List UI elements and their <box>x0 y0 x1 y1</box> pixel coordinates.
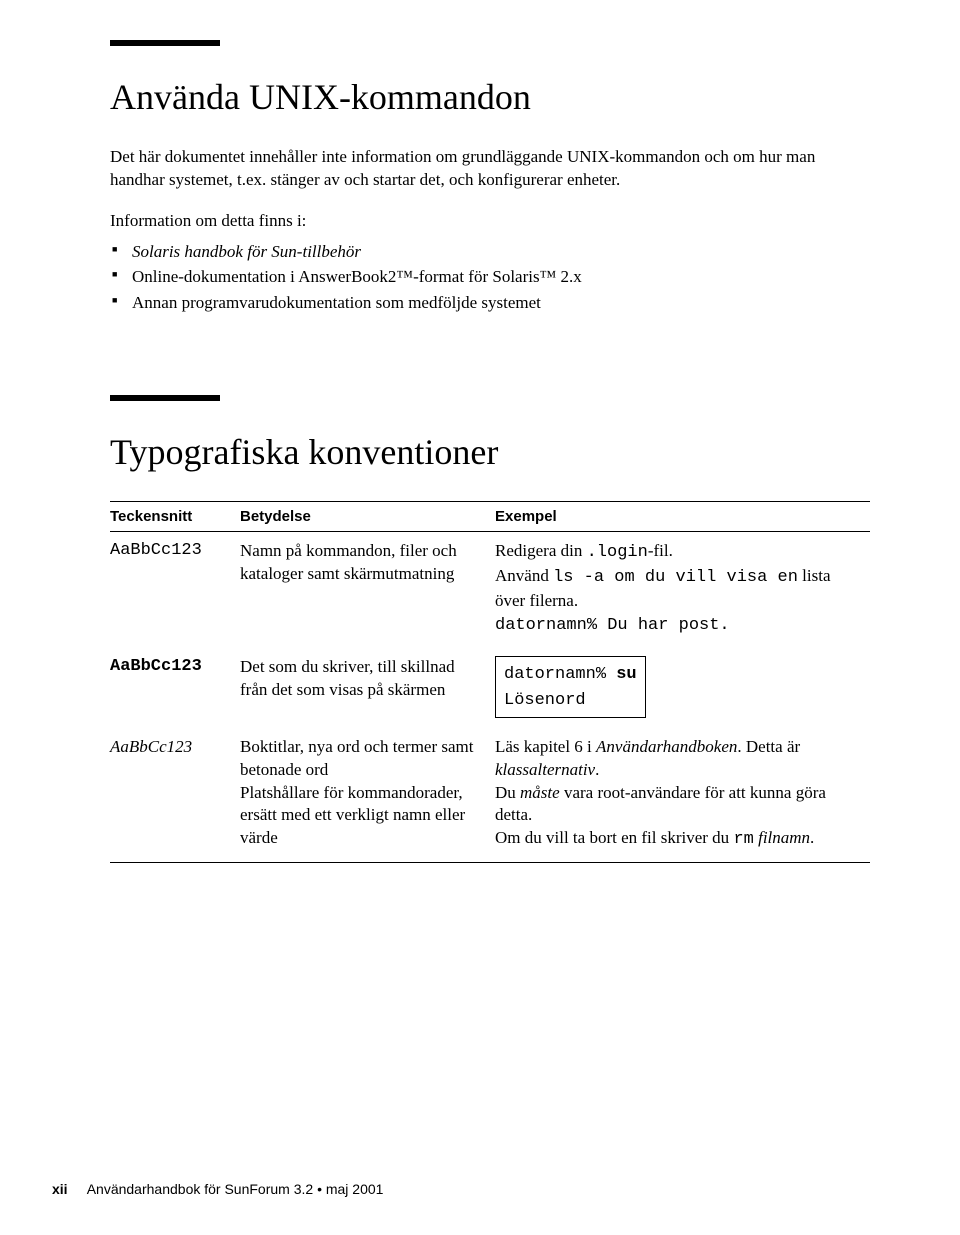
example-box: datornamn% su Lösenord <box>495 656 646 718</box>
cell-font-sample: AaBbCc123 <box>110 648 240 728</box>
cell-example: datornamn% su Lösenord <box>495 648 870 728</box>
italic-text: måste <box>520 783 560 802</box>
code: datornamn% Du har post. <box>495 616 730 635</box>
cell-meaning: Det som du skriver, till skillnad från d… <box>240 648 495 728</box>
code: .login <box>587 543 648 562</box>
bullet-text: Solaris handbok för Sun-tillbehör <box>132 242 361 261</box>
bullet-item: Online-dokumentation i AnswerBook2™-form… <box>110 264 870 290</box>
italic-text: klassalternativ <box>495 760 595 779</box>
footer-title: Användarhandbok för SunForum 3.2 • maj 2… <box>87 1181 384 1197</box>
cell-font-sample: AaBbCc123 <box>110 728 240 863</box>
cell-font-sample: AaBbCc123 <box>110 532 240 648</box>
th-meaning: Betydelse <box>240 502 495 532</box>
th-typeface: Teckensnitt <box>110 502 240 532</box>
bullet-list: Solaris handbok för Sun-tillbehör Online… <box>110 239 870 316</box>
page-number: xii <box>52 1181 68 1197</box>
table-row: AaBbCc123 Det som du skriver, till skill… <box>110 648 870 728</box>
page-content: Använda UNIX-kommandon Det här dokumente… <box>0 0 960 863</box>
section-rule <box>110 40 220 46</box>
table-row: AaBbCc123 Namn på kommandon, filer och k… <box>110 532 870 648</box>
cell-example: Läs kapitel 6 i Användarhandboken. Detta… <box>495 728 870 863</box>
section1-para: Det här dokumentet innehåller inte infor… <box>110 146 870 192</box>
text: Använd <box>495 566 553 585</box>
text: Redigera din <box>495 541 587 560</box>
table-row: AaBbCc123 Boktitlar, nya ord och termer … <box>110 728 870 863</box>
text: Om du vill ta bort en fil skriver du <box>495 828 733 847</box>
th-example: Exempel <box>495 502 870 532</box>
text: . <box>595 760 599 779</box>
text: Läs kapitel 6 i <box>495 737 596 756</box>
italic-text: filnamn <box>758 828 810 847</box>
text: -fil. <box>648 541 673 560</box>
code: rm <box>733 830 753 849</box>
bullet-text: Annan programvarudokumentation som medfö… <box>132 293 541 312</box>
code: datornamn% <box>504 665 616 684</box>
text: . <box>810 828 814 847</box>
italic-text: Användarhandboken <box>596 737 737 756</box>
text: Platshållare för kommandorader, ersätt m… <box>240 783 465 848</box>
code-bold: su <box>616 665 636 684</box>
conventions-table: Teckensnitt Betydelse Exempel AaBbCc123 … <box>110 501 870 863</box>
cell-example: Redigera din .login-fil. Använd ls -a om… <box>495 532 870 648</box>
page-footer: xii Användarhandbok för SunForum 3.2 • m… <box>52 1181 383 1197</box>
cell-meaning: Namn på kommandon, filer och kataloger s… <box>240 532 495 648</box>
bullet-item: Annan programvarudokumentation som medfö… <box>110 290 870 316</box>
code: Lösenord <box>504 691 586 710</box>
bullet-item: Solaris handbok för Sun-tillbehör <box>110 239 870 265</box>
section-rule <box>110 395 220 401</box>
text: Du <box>495 783 520 802</box>
text: . Detta är <box>737 737 800 756</box>
cell-meaning: Boktitlar, nya ord och termer samt beton… <box>240 728 495 863</box>
text: Boktitlar, nya ord och termer samt beton… <box>240 737 473 779</box>
section1-lead: Information om detta finns i: <box>110 210 870 233</box>
section2-title: Typografiska konventioner <box>110 431 870 473</box>
bullet-text: Online-dokumentation i AnswerBook2™-form… <box>132 267 582 286</box>
code: ls -a om du vill visa en <box>553 568 798 587</box>
section1-title: Använda UNIX-kommandon <box>110 76 870 118</box>
